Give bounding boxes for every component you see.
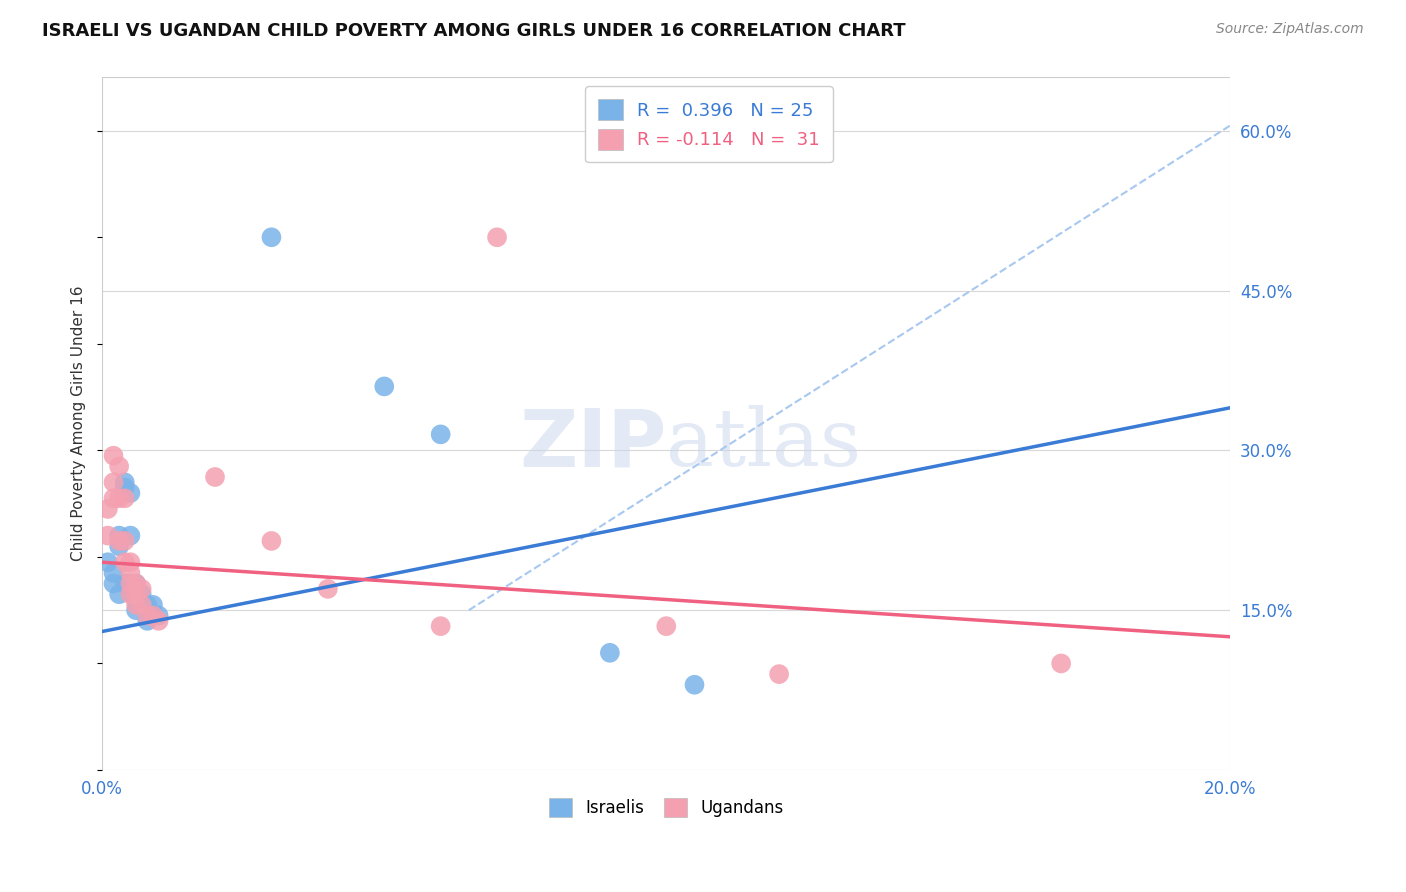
Point bbox=[114, 481, 136, 495]
Point bbox=[120, 486, 142, 500]
Point bbox=[1050, 657, 1073, 671]
Point bbox=[260, 533, 283, 548]
Point bbox=[125, 603, 148, 617]
Point bbox=[120, 528, 142, 542]
Point bbox=[125, 592, 148, 607]
Text: ZIP: ZIP bbox=[519, 406, 666, 483]
Point bbox=[114, 533, 136, 548]
Point bbox=[125, 587, 148, 601]
Point bbox=[136, 614, 159, 628]
Point bbox=[97, 502, 120, 516]
Point bbox=[108, 539, 131, 553]
Point bbox=[120, 576, 142, 591]
Point bbox=[120, 566, 142, 580]
Point bbox=[120, 555, 142, 569]
Point bbox=[125, 598, 148, 612]
Point bbox=[429, 427, 451, 442]
Point bbox=[260, 230, 283, 244]
Point bbox=[114, 555, 136, 569]
Point bbox=[97, 528, 120, 542]
Point bbox=[114, 475, 136, 490]
Point bbox=[373, 379, 395, 393]
Point bbox=[148, 608, 170, 623]
Point bbox=[108, 533, 131, 548]
Point bbox=[131, 598, 153, 612]
Point bbox=[103, 475, 125, 490]
Point bbox=[108, 528, 131, 542]
Y-axis label: Child Poverty Among Girls Under 16: Child Poverty Among Girls Under 16 bbox=[72, 286, 86, 561]
Point bbox=[768, 667, 790, 681]
Legend: Israelis, Ugandans: Israelis, Ugandans bbox=[541, 791, 790, 824]
Point bbox=[120, 587, 142, 601]
Text: ISRAELI VS UGANDAN CHILD POVERTY AMONG GIRLS UNDER 16 CORRELATION CHART: ISRAELI VS UGANDAN CHILD POVERTY AMONG G… bbox=[42, 22, 905, 40]
Point bbox=[103, 566, 125, 580]
Point bbox=[204, 470, 226, 484]
Point bbox=[486, 230, 509, 244]
Point bbox=[125, 576, 148, 591]
Point bbox=[97, 555, 120, 569]
Point bbox=[655, 619, 678, 633]
Point bbox=[136, 608, 159, 623]
Point bbox=[131, 582, 153, 596]
Point bbox=[429, 619, 451, 633]
Point bbox=[316, 582, 339, 596]
Text: atlas: atlas bbox=[666, 406, 862, 483]
Point bbox=[103, 491, 125, 506]
Text: Source: ZipAtlas.com: Source: ZipAtlas.com bbox=[1216, 22, 1364, 37]
Point bbox=[108, 491, 131, 506]
Point bbox=[148, 614, 170, 628]
Point bbox=[103, 449, 125, 463]
Point bbox=[120, 576, 142, 591]
Point bbox=[142, 608, 165, 623]
Point bbox=[108, 459, 131, 474]
Point bbox=[136, 598, 159, 612]
Point bbox=[103, 576, 125, 591]
Point bbox=[114, 491, 136, 506]
Point bbox=[114, 576, 136, 591]
Point bbox=[108, 587, 131, 601]
Point bbox=[125, 576, 148, 591]
Point bbox=[142, 598, 165, 612]
Point bbox=[131, 587, 153, 601]
Point bbox=[683, 678, 706, 692]
Point bbox=[599, 646, 621, 660]
